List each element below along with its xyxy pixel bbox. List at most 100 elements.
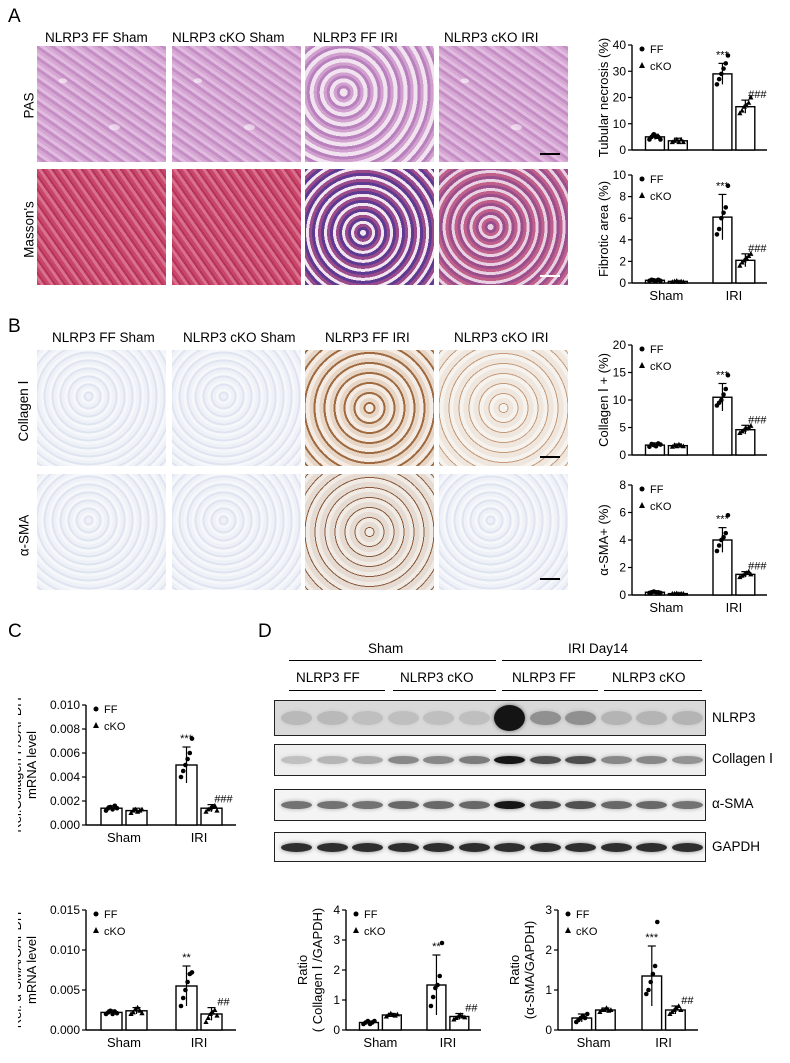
data-point [132,1006,138,1012]
data-point [748,423,754,428]
blot-strip-collagen [274,744,706,776]
blot-band [423,756,454,764]
collagen-cko-iri-image [439,350,568,466]
data-point [716,543,722,548]
pas-cko-sham-image [172,46,301,162]
blot-strip-gapdh [274,832,706,862]
y-tick-label: 0 [619,276,626,290]
x-tick-label: IRI [440,1035,457,1050]
data-point [658,442,663,447]
blot-band [671,756,703,764]
data-point [716,226,722,232]
y-axis-label: α-SMA+ (%) [596,504,611,575]
data-point [719,397,724,403]
col-title-cko-sham-a: NLRP3 cKO Sham [172,30,285,45]
blot-group-sham: Sham [368,641,404,656]
data-point [455,1013,461,1019]
collagen-ff-sham-image [37,350,166,466]
data-point [680,443,686,449]
legend-label: cKO [650,361,672,373]
blot-strip-nlrp3 [274,700,706,736]
group-line-sham [289,660,496,661]
asma-cko-iri-image [439,474,568,590]
y-tick-label: 40 [613,38,627,52]
blot-band [494,801,525,809]
data-point [214,1012,220,1018]
data-point [719,215,724,221]
sub-line [604,690,702,691]
significance-label: ### [748,243,767,255]
blot-band [565,711,596,725]
legend-marker [93,722,99,728]
data-point [135,1004,141,1010]
legend-marker [639,486,645,492]
blot-band [494,842,525,852]
data-point [739,572,745,578]
blot-sub-ff-iri: NLRP3 FF [512,670,576,685]
data-point [132,806,138,812]
significance-label: ### [748,89,767,101]
data-point [203,809,209,814]
data-point [714,82,720,87]
legend-label: FF [650,484,664,496]
data-point [739,107,745,113]
data-point [203,1019,209,1024]
data-point [721,392,726,397]
band-label-collagen: Collagen Ⅰ [712,751,774,766]
data-point [187,750,193,756]
y-axis-label: Ratio [510,955,522,985]
data-point [748,571,754,577]
data-point [725,512,731,518]
data-point [723,530,729,536]
y-tick-label: 4 [619,533,626,547]
y-tick-label: 4 [333,903,340,917]
legend-marker [639,362,645,368]
legend-label: cKO [104,721,126,733]
masson-cko-sham-image [172,169,301,285]
col-title-ff-iri-a: NLRP3 FF IRI [313,30,398,45]
y-tick-label: 2 [619,254,626,268]
data-point [725,183,731,189]
scale-bar [540,578,560,580]
data-point [185,756,190,762]
blot-band [281,711,312,725]
data-point [746,424,752,430]
scale-bar [540,153,560,155]
data-point [671,138,678,143]
y-axis-label: mRNA level [24,936,39,1004]
y-axis-label: Ratio [295,955,310,985]
data-point [212,803,218,808]
blot-sub-ff-sham: NLRP3 FF [296,670,360,685]
blot-group-iri: IRI Day14 [568,641,629,656]
y-tick-label: 0.000 [50,1023,80,1037]
data-point [746,568,752,574]
y-tick-label: 10 [613,393,627,407]
pas-ff-iri-image [305,46,434,162]
masson-ff-iri-image [305,169,434,285]
data-point [737,262,743,268]
significance-label: ### [748,414,767,426]
blot-band [494,705,525,731]
y-tick-label: 15 [613,366,627,380]
blot-band [316,756,348,764]
blot-band [316,801,348,809]
data-point [674,443,680,449]
x-tick-label: IRI [191,1035,208,1050]
y-axis-label: ( Collagen Ⅰ /GAPDH) [310,908,325,1032]
blot-band [636,756,667,764]
asma-ff-sham-image [37,474,166,590]
data-point [655,919,660,925]
data-point [723,386,729,392]
y-tick-label: 1 [545,983,552,997]
y-tick-label: 0.005 [50,983,80,997]
blot-band [600,842,632,852]
blot-band [529,801,561,809]
blot-band [387,801,419,809]
blot-band [671,842,703,852]
blot-band [281,801,312,809]
legend-label: cKO [650,61,672,73]
data-point [453,1015,459,1020]
blot-band [529,756,561,764]
data-point [743,102,750,108]
